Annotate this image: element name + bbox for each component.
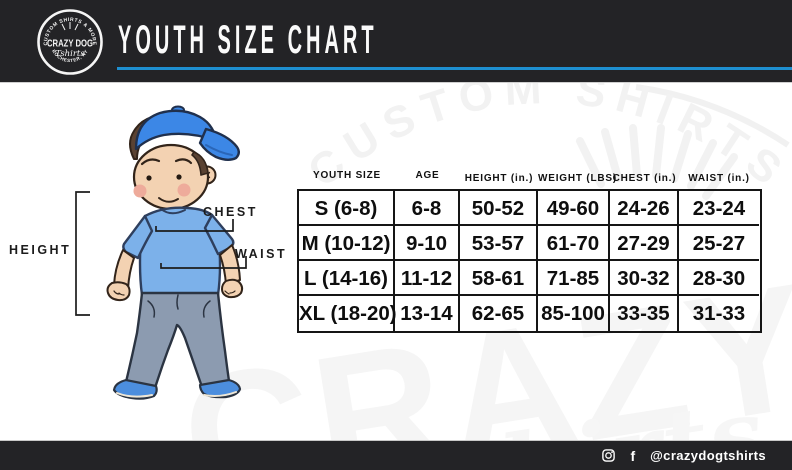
table-cell: XL (18-20) bbox=[299, 296, 397, 331]
measurement-brackets bbox=[75, 191, 247, 316]
boy-arms bbox=[106, 244, 244, 302]
table-cell: 23-24 bbox=[679, 191, 759, 226]
table-cell: 49-60 bbox=[538, 191, 610, 226]
logo-script-text: Tshirts bbox=[55, 49, 85, 59]
crazydog-logo-badge: CUSTOM SHIRTS & MORE CRAZY DOG Tshirts R… bbox=[37, 9, 103, 75]
table-cell: 9-10 bbox=[395, 226, 460, 261]
logo-ring bbox=[37, 9, 103, 75]
chest-label: CHEST bbox=[203, 205, 258, 219]
content-area: CUSTOM SHIRTS & MORE CRAZY DOG Tshirts.c… bbox=[0, 83, 792, 440]
chest-bracket bbox=[155, 219, 234, 232]
page-title: YOUTH SIZE CHART bbox=[118, 18, 378, 62]
table-cell: 50-52 bbox=[460, 191, 538, 226]
table-cell: 71-85 bbox=[538, 261, 610, 296]
title-underline bbox=[117, 67, 792, 70]
table-column-headers: YOUTH SIZE AGE HEIGHT (in.) WEIGHT (LBS)… bbox=[299, 163, 759, 184]
column-header-age: AGE bbox=[415, 170, 440, 181]
table-cell: L (14-16) bbox=[299, 261, 395, 296]
boy-facial-features bbox=[133, 158, 193, 203]
boy-shoes bbox=[112, 378, 242, 400]
table-cell: S (6-8) bbox=[299, 191, 395, 226]
boy-illustration bbox=[106, 105, 244, 400]
social-handle[interactable]: @crazydogtshirts bbox=[650, 448, 766, 463]
table-cell: 28-30 bbox=[679, 261, 759, 296]
page-footer: f @crazydogtshirts bbox=[0, 440, 792, 470]
boy-shirt bbox=[122, 206, 235, 297]
table-cell: 33-35 bbox=[610, 296, 679, 331]
background-watermark: CUSTOM SHIRTS & MORE CRAZY DOG Tshirts.c… bbox=[0, 83, 792, 440]
table-cell: 6-8 bbox=[395, 191, 460, 226]
table-cell: 30-32 bbox=[610, 261, 679, 296]
waist-label: WAIST bbox=[235, 247, 288, 261]
table-cell: 24-26 bbox=[610, 191, 679, 226]
column-header-chest: CHEST (in.) bbox=[612, 173, 677, 184]
logo-rays-icon bbox=[61, 22, 79, 31]
column-header-weight: WEIGHT (LBS) bbox=[538, 173, 618, 184]
table-cell: M (10-12) bbox=[299, 226, 395, 261]
page-header: CUSTOM SHIRTS & MORE CRAZY DOG Tshirts R… bbox=[0, 0, 792, 83]
table-cell: 13-14 bbox=[395, 296, 460, 331]
facebook-icon[interactable]: f bbox=[630, 447, 636, 464]
column-header-youth-size: YOUTH SIZE bbox=[312, 170, 381, 181]
watermark-rays-icon bbox=[576, 124, 738, 200]
height-label: HEIGHT bbox=[9, 243, 72, 257]
table-cell: 85-100 bbox=[538, 296, 610, 331]
watermark-ring-arc bbox=[635, 84, 790, 148]
table-cell: 11-12 bbox=[395, 261, 460, 296]
logo-name-text: CRAZY DOG bbox=[47, 38, 93, 50]
table-cell: 25-27 bbox=[679, 226, 759, 261]
table-cell: 61-70 bbox=[538, 226, 610, 261]
table-cell: 62-65 bbox=[460, 296, 538, 331]
column-header-waist: WAIST (in.) bbox=[688, 173, 750, 184]
size-table: S (6-8) 6-8 50-52 49-60 24-26 23-24 M (1… bbox=[297, 189, 762, 333]
height-bracket bbox=[75, 191, 90, 316]
table-cell: 58-61 bbox=[460, 261, 538, 296]
table-cell: 53-57 bbox=[460, 226, 538, 261]
table-cell: 31-33 bbox=[692, 302, 746, 325]
waist-bracket bbox=[160, 256, 247, 269]
instagram-icon[interactable] bbox=[602, 449, 616, 462]
boy-cap bbox=[134, 105, 240, 161]
column-header-height: HEIGHT (in.) bbox=[464, 173, 534, 184]
table-cell: 27-29 bbox=[610, 226, 679, 261]
boy-jeans bbox=[124, 291, 231, 390]
social-links: f @crazydogtshirts bbox=[602, 441, 766, 470]
